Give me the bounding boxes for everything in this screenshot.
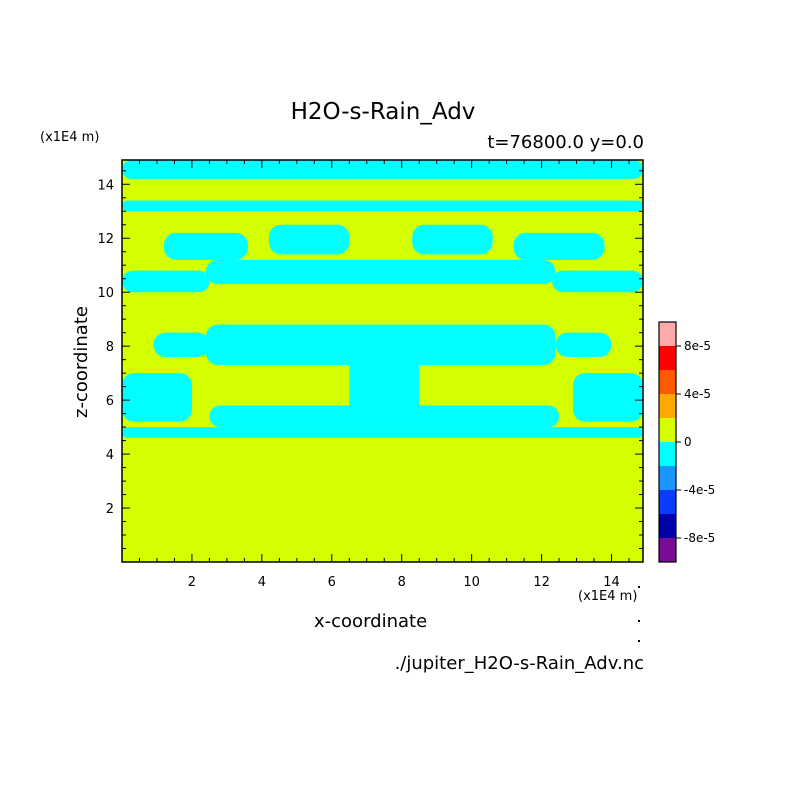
colorbar: 8e-5 4e-5 0 -4e-5 -8e-5 bbox=[658, 321, 715, 563]
x-axis-label: x-coordinate bbox=[314, 611, 428, 632]
y-tick-label: 10 bbox=[97, 286, 114, 301]
negative-region bbox=[122, 200, 643, 212]
colorbar-tick-label: 8e-5 bbox=[684, 339, 711, 353]
colorbar-tick-label: -8e-5 bbox=[684, 531, 715, 545]
axis-ticks: 2 4 6 8 10 12 14 2 4 6 8 10 12 14 bbox=[97, 160, 643, 590]
colorbar-segment bbox=[659, 370, 676, 394]
negative-region bbox=[122, 270, 210, 293]
y-tick-label: 4 bbox=[106, 448, 114, 463]
x-tick-label: 10 bbox=[463, 575, 480, 590]
negative-region bbox=[153, 332, 210, 357]
colorbar-segment bbox=[659, 394, 676, 418]
y-tick-label: 12 bbox=[97, 232, 114, 247]
negative-region bbox=[122, 373, 192, 422]
y-tick-label: 6 bbox=[106, 394, 114, 409]
colorbar-segment bbox=[659, 514, 676, 538]
negative-region bbox=[349, 356, 420, 420]
y-tick-label: 2 bbox=[106, 502, 114, 517]
negative-region bbox=[205, 324, 556, 366]
negative-region bbox=[513, 232, 605, 260]
negative-region bbox=[205, 259, 556, 285]
plot-frame bbox=[121, 159, 644, 563]
x-tick-label: 6 bbox=[328, 575, 336, 590]
negative-region bbox=[555, 332, 612, 357]
colorbar-segment bbox=[659, 418, 676, 442]
corner-marks bbox=[638, 586, 640, 642]
colorbar-segment bbox=[659, 322, 676, 346]
corner-dot bbox=[638, 640, 640, 642]
z-axis-unit: (x1E4 m) bbox=[40, 130, 100, 145]
time-slice-label: t=76800.0 y=0.0 bbox=[487, 132, 644, 153]
colorbar-segment bbox=[659, 490, 676, 514]
negative-region bbox=[412, 224, 493, 255]
x-tick-label: 14 bbox=[603, 575, 620, 590]
source-file-label: ./jupiter_H2O-s-Rain_Adv.nc bbox=[394, 653, 644, 674]
negative-region bbox=[573, 373, 643, 422]
y-tick-label: 14 bbox=[97, 178, 114, 193]
x-tick-label: 4 bbox=[258, 575, 266, 590]
colorbar-tick-label: 4e-5 bbox=[684, 387, 711, 401]
contour-field bbox=[122, 160, 643, 562]
corner-dot bbox=[638, 620, 640, 622]
negative-region bbox=[209, 405, 560, 428]
corner-dot bbox=[638, 586, 640, 588]
colorbar-segment bbox=[659, 346, 676, 370]
x-tick-label: 12 bbox=[533, 575, 550, 590]
colorbar-segment bbox=[659, 466, 676, 490]
y-tick-label: 8 bbox=[106, 340, 114, 355]
colorbar-tick-label: 0 bbox=[684, 435, 692, 449]
chart-title: H2O-s-Rain_Adv bbox=[290, 99, 476, 125]
negative-region bbox=[163, 232, 248, 260]
colorbar-segment bbox=[659, 538, 676, 562]
negative-region bbox=[122, 427, 643, 438]
colorbar-segment bbox=[659, 442, 676, 466]
negative-region bbox=[552, 270, 643, 293]
negative-region bbox=[122, 160, 643, 179]
colorbar-tick-label: -4e-5 bbox=[684, 483, 715, 497]
negative-region bbox=[268, 224, 350, 255]
x-tick-label: 2 bbox=[188, 575, 196, 590]
x-tick-label: 8 bbox=[398, 575, 406, 590]
x-axis-unit: (x1E4 m) bbox=[578, 589, 638, 604]
